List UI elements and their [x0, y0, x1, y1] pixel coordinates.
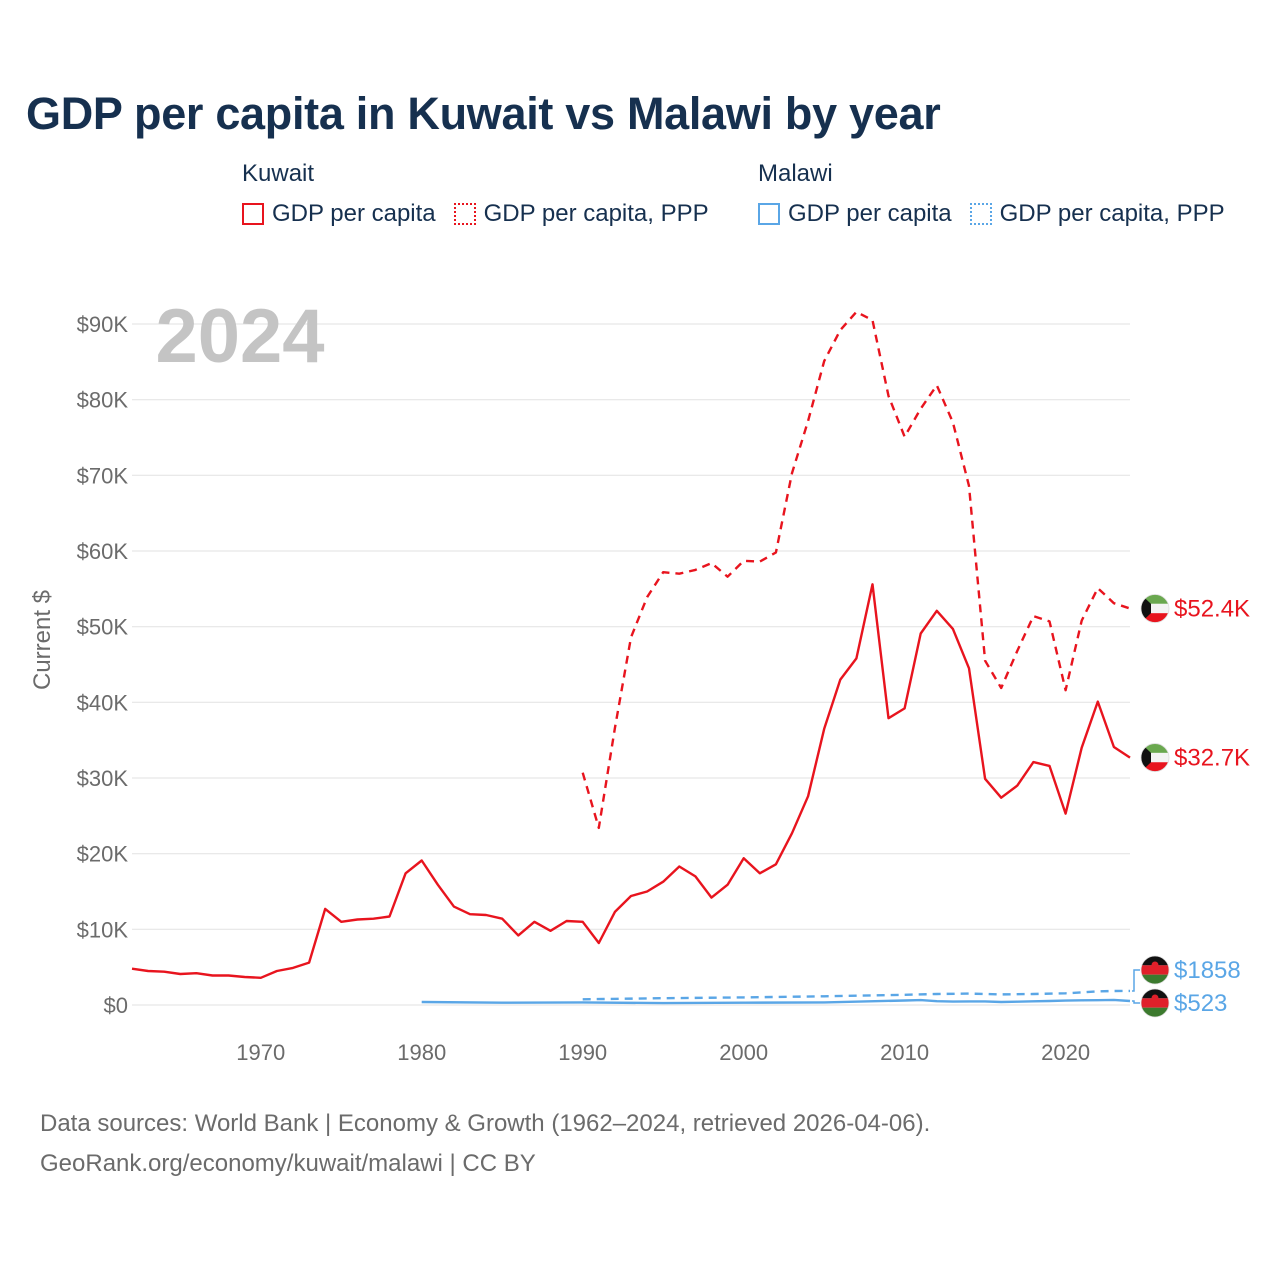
footer-attribution: GeoRank.org/economy/kuwait/malawi | CC B… — [40, 1150, 536, 1177]
x-tick-label: 2020 — [1041, 1040, 1090, 1065]
flag-outline — [1140, 955, 1170, 985]
end-label-kuwait-gdp-per-capita: $32.7K — [1174, 745, 1250, 772]
legend-malawi: Malawi GDP per capita GDP per capita, PP… — [758, 160, 1225, 228]
series-line-kuwait-gdp-per-capita-ppp — [581, 310, 1131, 830]
y-tick-label: $20K — [77, 842, 129, 867]
x-tick-label: 1980 — [397, 1040, 446, 1065]
flag-stripe-white — [1141, 603, 1169, 614]
legend-malawi-gdp[interactable]: GDP per capita — [758, 200, 952, 228]
legend-malawi-gdp-label: GDP per capita — [788, 200, 952, 227]
legend-kuwait-gdp-label: GDP per capita — [272, 200, 436, 227]
y-tick-label: $50K — [77, 615, 129, 640]
y-tick-label: $80K — [77, 388, 129, 413]
y-tick-label: $60K — [77, 539, 129, 564]
series-layer — [131, 310, 1131, 1005]
flag-stripe-black — [1141, 989, 1169, 999]
footer: Data sources: World Bank | Economy & Gro… — [40, 1104, 930, 1184]
y-tick-label: $90K — [77, 312, 129, 337]
flag-stripe-green — [1141, 594, 1169, 604]
x-tick-label: 2010 — [880, 1040, 929, 1065]
legend-kuwait-title: Kuwait — [242, 160, 315, 187]
legend-swatch-kuwait-ppp — [453, 203, 476, 225]
end-label-kuwait-gdp-per-capita-ppp: $52.4K — [1174, 596, 1250, 623]
y-tick-label: $70K — [77, 463, 129, 488]
x-tick-label: 1990 — [558, 1040, 607, 1065]
y-tick-label: $10K — [77, 917, 129, 942]
flag-stripe-red — [1141, 998, 1169, 1008]
flag-stripe-red — [1141, 762, 1169, 772]
y-axis-title: Current $ — [29, 590, 56, 690]
flag-outline — [1140, 594, 1170, 623]
flag-stripe-black — [1141, 956, 1169, 966]
flag-body — [1141, 956, 1169, 984]
axis-layer: $0 $10K $20K $30K $40K $50K $60K $70K $80K $90K 19… — [77, 312, 1090, 1065]
y-tick-label: $0 — [104, 993, 128, 1018]
flag-sun — [1151, 961, 1159, 969]
legend-malawi-ppp-label: GDP per capita, PPP — [999, 200, 1225, 227]
flag-malawi-gdp-per-capita-ppp-icon — [1140, 955, 1170, 985]
series-line-malawi-gdp-per-capita — [421, 998, 1131, 1005]
flag-stripe-white — [1141, 752, 1169, 763]
flag-kuwait-gdp-per-capita-ppp-icon — [1140, 594, 1170, 623]
legend-malawi-title: Malawi — [758, 160, 833, 187]
legend-kuwait-gdp[interactable]: GDP per capita — [242, 200, 436, 228]
flag-malawi-gdp-per-capita-icon — [1140, 988, 1170, 1018]
flag-stripe-green — [1141, 743, 1169, 753]
flag-stripe-green — [1141, 1007, 1169, 1017]
leader-line-malawi-gdp-per-capita-ppp — [1132, 969, 1140, 992]
series-line-malawi-gdp-per-capita-ppp — [582, 989, 1131, 1001]
flag-stripe-red — [1141, 613, 1169, 623]
flag-body — [1141, 594, 1169, 623]
year-watermark: 2024 — [155, 294, 324, 379]
y-tick-label: $30K — [77, 766, 129, 791]
legend-swatch-malawi-gdp — [758, 203, 780, 225]
x-tick-label: 1970 — [236, 1040, 285, 1065]
end-label-malawi-gdp-per-capita-ppp: $1858 — [1174, 957, 1241, 984]
y-tick-label: $40K — [77, 690, 129, 715]
flag-stripe-red — [1141, 965, 1169, 975]
footer-sources: Data sources: World Bank | Economy & Gro… — [40, 1110, 931, 1137]
legend-kuwait: Kuwait GDP per capita GDP per capita, PP… — [242, 160, 709, 228]
legend-malawi-ppp[interactable]: GDP per capita, PPP — [969, 200, 1225, 228]
flag-outline — [1140, 988, 1170, 1018]
legend-swatch-malawi-ppp — [969, 203, 992, 225]
legend-kuwait-ppp-label: GDP per capita, PPP — [483, 200, 709, 227]
flag-stripe-green — [1141, 974, 1169, 984]
flag-sun — [1151, 994, 1159, 1002]
flag-body — [1141, 743, 1169, 772]
flag-outline — [1140, 743, 1170, 772]
end-label-layer: $32.7K $52.4K $523 $1858 — [1132, 594, 1250, 1018]
flag-trapezoid — [1141, 743, 1151, 772]
chart-title: GDP per capita in Kuwait vs Malawi by ye… — [26, 88, 941, 139]
grid-layer — [132, 323, 1130, 1006]
leader-line-malawi-gdp-per-capita — [1132, 1000, 1140, 1004]
flag-kuwait-gdp-per-capita-icon — [1140, 743, 1170, 772]
flag-trapezoid — [1141, 594, 1151, 623]
legend-swatch-kuwait-gdp — [242, 203, 264, 225]
end-label-malawi-gdp-per-capita: $523 — [1174, 990, 1227, 1017]
x-tick-label: 2000 — [719, 1040, 768, 1065]
legend-kuwait-ppp[interactable]: GDP per capita, PPP — [453, 200, 709, 228]
flag-body — [1141, 989, 1169, 1017]
series-line-kuwait-gdp-per-capita — [131, 583, 1131, 979]
